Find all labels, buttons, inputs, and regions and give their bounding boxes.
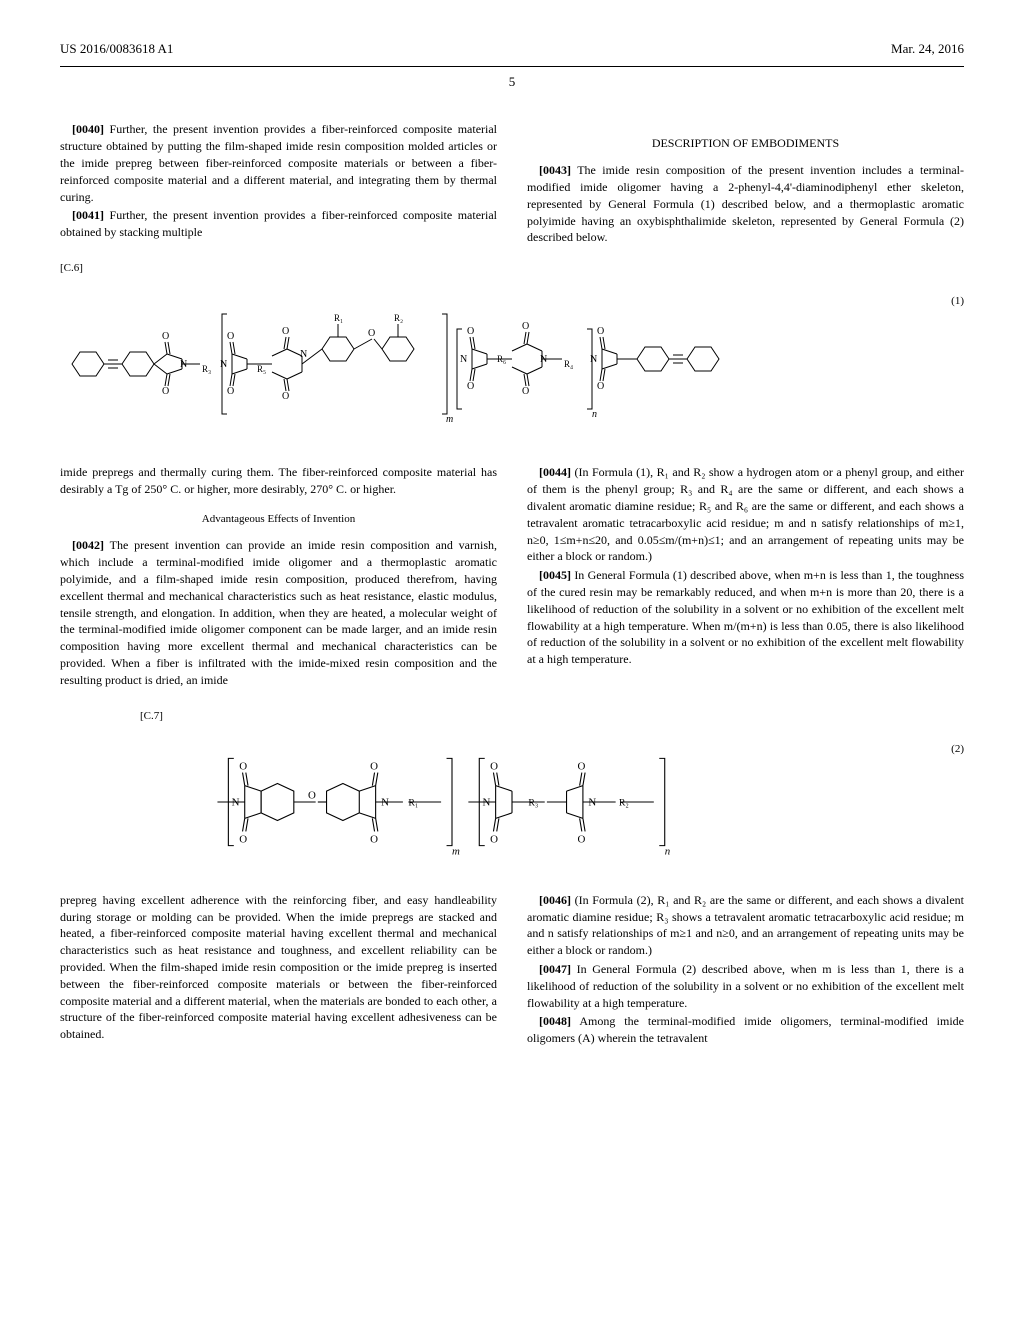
svg-text:m: m <box>446 414 453 425</box>
bottom-columns: prepreg having excellent adherence with … <box>60 892 964 1049</box>
doc-date: Mar. 24, 2016 <box>891 40 964 58</box>
svg-text:R₃: R₃ <box>528 797 538 808</box>
para-num-45: [0045] <box>539 568 571 582</box>
para-text-45: In General Formula (1) described above, … <box>527 568 964 666</box>
header-divider <box>60 66 964 67</box>
svg-text:O: O <box>239 833 247 845</box>
svg-text:O: O <box>577 760 585 772</box>
formula-2-label: (2) <box>951 742 964 757</box>
para-text-40: Further, the present invention provides … <box>60 122 497 203</box>
para-num-40: [0040] <box>72 122 104 136</box>
paragraph-42: [0042] The present invention can provide… <box>60 537 497 688</box>
right-column-mid: [0044] (In Formula (1), R₁ and R₂ show a… <box>527 464 964 732</box>
svg-text:O: O <box>522 321 529 332</box>
svg-text:O: O <box>490 760 498 772</box>
right-column-bottom: [0046] (In Formula (2), R₁ and R₂ are th… <box>527 892 964 1049</box>
svg-text:O: O <box>162 386 169 397</box>
right-column-top: DESCRIPTION OF EMBODIMENTS [0043] The im… <box>527 121 964 284</box>
para-num-44: [0044] <box>539 465 571 479</box>
svg-text:O: O <box>490 833 498 845</box>
svg-text:N: N <box>590 354 597 365</box>
para-num-42: [0042] <box>72 538 104 552</box>
svg-text:R₁: R₁ <box>408 797 418 808</box>
para-text-48: Among the terminal-modified imide oligom… <box>527 1014 964 1045</box>
para-num-46: [0046] <box>539 893 571 907</box>
chemical-structure-1: (1) <box>60 294 964 434</box>
svg-text:n: n <box>592 409 597 420</box>
paragraph-41: [0041] Further, the present invention pr… <box>60 207 497 241</box>
svg-text:N: N <box>300 349 307 360</box>
svg-text:O: O <box>522 386 529 397</box>
chem-label-6: [C.6] <box>60 261 497 276</box>
svg-text:O: O <box>577 833 585 845</box>
doc-number: US 2016/0083618 A1 <box>60 40 173 58</box>
chem-svg-2: O O N O O O N R₁ m O O N R₃ O O N R₂ n <box>60 742 964 862</box>
svg-text:N: N <box>180 359 187 370</box>
page-number: 5 <box>60 73 964 91</box>
svg-text:O: O <box>227 331 234 342</box>
svg-text:R₂: R₂ <box>394 313 403 323</box>
svg-text:N: N <box>540 354 547 365</box>
svg-text:O: O <box>467 381 474 392</box>
formula-1-label: (1) <box>951 294 964 309</box>
paragraph-46: [0046] (In Formula (2), R₁ and R₂ are th… <box>527 892 964 959</box>
paragraph-40: [0040] Further, the present invention pr… <box>60 121 497 205</box>
left-column-mid: imide prepregs and thermally curing them… <box>60 464 497 732</box>
svg-text:O: O <box>282 391 289 402</box>
svg-text:O: O <box>370 760 378 772</box>
para-num-43: [0043] <box>539 163 571 177</box>
svg-text:m: m <box>452 845 460 857</box>
svg-text:O: O <box>227 386 234 397</box>
svg-text:R₂: R₂ <box>619 797 629 808</box>
paragraph-45: [0045] In General Formula (1) described … <box>527 567 964 668</box>
svg-text:N: N <box>381 796 389 808</box>
svg-text:O: O <box>368 328 375 339</box>
svg-text:O: O <box>597 381 604 392</box>
svg-text:N: N <box>232 796 240 808</box>
paragraph-43: [0043] The imide resin composition of th… <box>527 162 964 246</box>
para-text-46: (In Formula (2), R₁ and R₂ are the same … <box>527 893 964 957</box>
advantages-title: Advantageous Effects of Invention <box>60 512 497 527</box>
paragraph-44: [0044] (In Formula (1), R₁ and R₂ show a… <box>527 464 964 565</box>
para-after-chem1: imide prepregs and thermally curing them… <box>60 464 497 498</box>
top-columns: [0040] Further, the present invention pr… <box>60 121 964 284</box>
para-num-41: [0041] <box>72 208 104 222</box>
description-title: DESCRIPTION OF EMBODIMENTS <box>527 135 964 152</box>
svg-text:O: O <box>467 326 474 337</box>
svg-text:R₅: R₅ <box>257 364 266 374</box>
chem-label-7: [C.7] <box>140 709 497 724</box>
left-column-top: [0040] Further, the present invention pr… <box>60 121 497 284</box>
chem-svg-1: O O N R₃ O O N R₅ O O N R₁ O R₂ m O O N … <box>60 294 964 434</box>
mid-columns: imide prepregs and thermally curing them… <box>60 464 964 732</box>
para-after-chem2: prepreg having excellent adherence with … <box>60 892 497 1043</box>
svg-text:O: O <box>239 760 247 772</box>
svg-text:R₆: R₆ <box>497 354 506 364</box>
para-text-47: In General Formula (2) described above, … <box>527 962 964 1010</box>
svg-text:O: O <box>308 790 316 802</box>
para-text-43: The imide resin composition of the prese… <box>527 163 964 244</box>
svg-text:N: N <box>220 359 227 370</box>
para-text-41: Further, the present invention provides … <box>60 208 497 239</box>
svg-text:R₁: R₁ <box>334 313 343 323</box>
para-text-42: The present invention can provide an imi… <box>60 538 497 686</box>
svg-text:O: O <box>370 833 378 845</box>
left-column-bottom: prepreg having excellent adherence with … <box>60 892 497 1049</box>
svg-text:N: N <box>460 354 467 365</box>
svg-text:N: N <box>483 796 491 808</box>
svg-text:R₃: R₃ <box>202 364 211 374</box>
para-num-47: [0047] <box>539 962 571 976</box>
page-header: US 2016/0083618 A1 Mar. 24, 2016 <box>60 40 964 58</box>
chemical-structure-2: (2) <box>60 742 964 862</box>
paragraph-47: [0047] In General Formula (2) described … <box>527 961 964 1011</box>
svg-text:O: O <box>282 326 289 337</box>
para-num-48: [0048] <box>539 1014 571 1028</box>
svg-text:O: O <box>162 331 169 342</box>
para-text-44: (In Formula (1), R₁ and R₂ show a hydrog… <box>527 465 964 563</box>
svg-text:N: N <box>588 796 596 808</box>
svg-text:O: O <box>597 326 604 337</box>
svg-text:R₄: R₄ <box>564 359 573 369</box>
svg-text:n: n <box>665 845 670 857</box>
paragraph-48: [0048] Among the terminal-modified imide… <box>527 1013 964 1047</box>
